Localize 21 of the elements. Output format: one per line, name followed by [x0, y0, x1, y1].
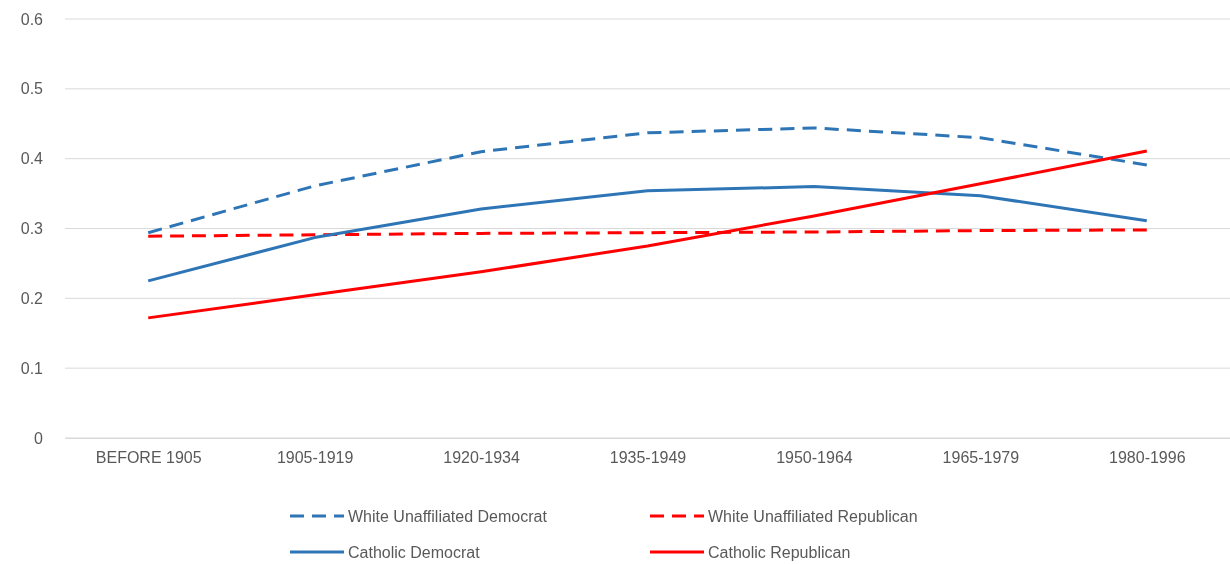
y-tick-label: 0 — [34, 429, 44, 447]
x-tick-label: BEFORE 1905 — [95, 449, 202, 467]
legend-label: Catholic Republican — [708, 544, 851, 561]
x-tick-label: 1920-1934 — [443, 449, 520, 467]
y-tick-label: 0.4 — [20, 150, 44, 168]
legend-label: White Unaffiliated Republican — [708, 508, 918, 525]
line-series — [146, 149, 1149, 320]
x-tick-label: 1980-1996 — [1109, 449, 1186, 467]
y-tick-label: 0.6 — [20, 10, 44, 28]
line-series — [146, 126, 1149, 235]
x-tick-label: 1905-1919 — [276, 449, 354, 467]
y-tick-label: 0.1 — [20, 359, 44, 377]
y-tick-label: 0.3 — [20, 220, 44, 238]
line-series — [146, 185, 1149, 283]
legend-label: Catholic Democrat — [348, 544, 481, 561]
legend-label: White Unaffiliated Democrat — [348, 508, 548, 525]
y-tick-label: 0.2 — [20, 289, 44, 307]
y-tick-label: 0.5 — [20, 80, 44, 98]
x-tick-label: 1950-1964 — [776, 449, 853, 467]
x-tick-label: 1935-1949 — [609, 449, 687, 467]
x-tick-label: 1965-1979 — [942, 449, 1020, 467]
